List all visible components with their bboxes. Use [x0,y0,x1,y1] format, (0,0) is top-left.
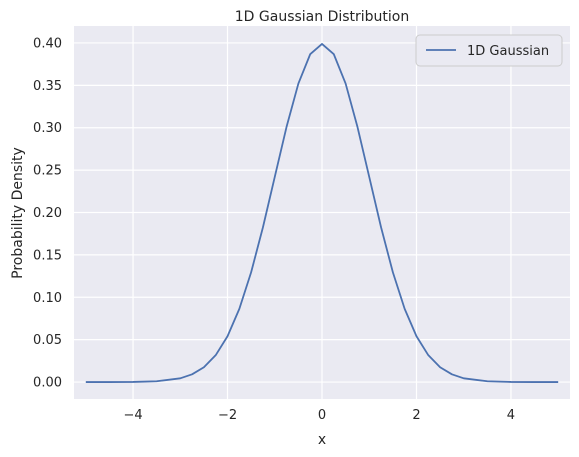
series-layer [85,42,559,383]
x-axis-label: x [318,432,326,448]
x-tick-label: 4 [507,408,515,423]
y-tick-label: 0.35 [33,79,62,94]
x-tick-label: 0 [318,408,326,423]
y-tick-label: 0.30 [33,121,62,136]
y-tick-label: 0.10 [33,291,62,306]
legend: 1D Gaussian [415,34,563,67]
y-tick-label: 0.25 [33,164,62,179]
y-tick-label: 0.15 [33,248,62,263]
grid [74,26,570,399]
x-tick-label: 2 [412,408,420,423]
x-tick-label: −2 [218,408,237,423]
series-line-1d-gaussian [85,42,559,383]
chart-title: 1D Gaussian Distribution [235,9,410,25]
legend-box [415,34,563,67]
legend-label-1d-gaussian: 1D Gaussian [467,44,549,59]
y-tick-labels: 0.00 0.05 0.10 0.15 0.20 0.25 0.30 0.35 0.40 [33,36,62,390]
x-tick-labels: −4 −2 0 2 4 [123,408,515,423]
x-tick-label: −4 [123,408,142,423]
y-tick-label: 0.20 [33,206,62,221]
y-axis-label: Probability Density [10,147,26,279]
y-tick-label: 0.05 [33,333,62,348]
y-tick-label: 0.00 [33,376,62,391]
y-tick-label: 0.40 [33,36,62,51]
